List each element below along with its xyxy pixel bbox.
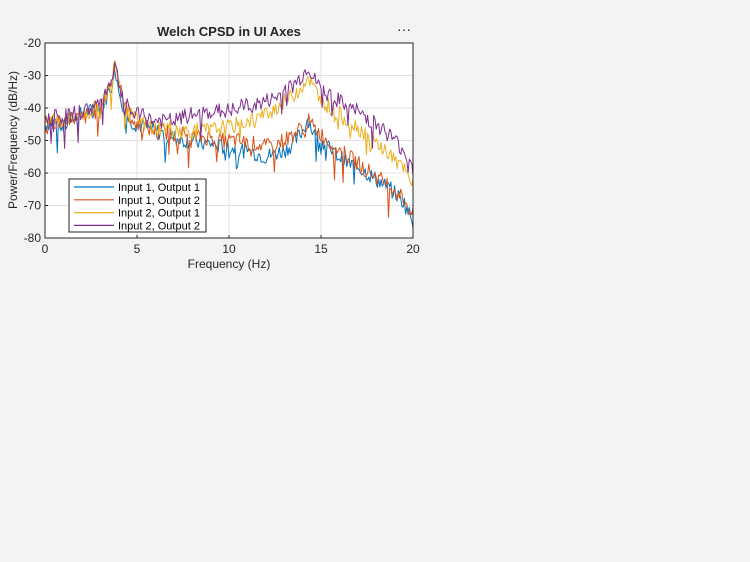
series-line-4 — [44, 61, 414, 176]
y-tick-label: -30 — [24, 69, 42, 83]
series-group — [44, 60, 414, 228]
x-ticks: 0 5 10 15 20 — [42, 235, 420, 256]
legend-entry-label: Input 1, Output 1 — [118, 182, 200, 194]
more-options-button[interactable]: ··· — [397, 21, 411, 37]
y-tick-label: -60 — [24, 166, 42, 180]
x-tick-label: 10 — [222, 242, 236, 256]
x-tick-label: 20 — [406, 242, 420, 256]
x-tick-label: 0 — [42, 242, 49, 256]
legend-entry-label: Input 2, Output 2 — [118, 220, 200, 232]
series-line-1 — [44, 66, 414, 228]
x-tick-label: 15 — [314, 242, 328, 256]
y-tick-label: -50 — [24, 134, 42, 148]
x-tick-label: 5 — [134, 242, 141, 256]
y-tick-label: -80 — [24, 231, 42, 245]
legend-entry-label: Input 1, Output 2 — [118, 195, 200, 207]
legend-entry-label: Input 2, Output 1 — [118, 208, 200, 220]
y-axis-label: Power/Frequency (dB/Hz) — [6, 71, 20, 209]
y-tick-label: -70 — [24, 199, 42, 213]
legend-box — [68, 178, 207, 233]
series-line-2 — [44, 62, 414, 218]
y-ticks: -80 -70 -60 -50 -40 -30 -20 — [24, 36, 48, 245]
x-axis-label: Frequency (Hz) — [188, 257, 271, 271]
y-tick-label: -40 — [24, 101, 42, 115]
y-tick-label: -20 — [24, 36, 42, 50]
chart-title: Welch CPSD in UI Axes — [157, 24, 301, 39]
more-icon[interactable]: ··· — [397, 21, 411, 37]
series-line-3 — [44, 60, 414, 187]
